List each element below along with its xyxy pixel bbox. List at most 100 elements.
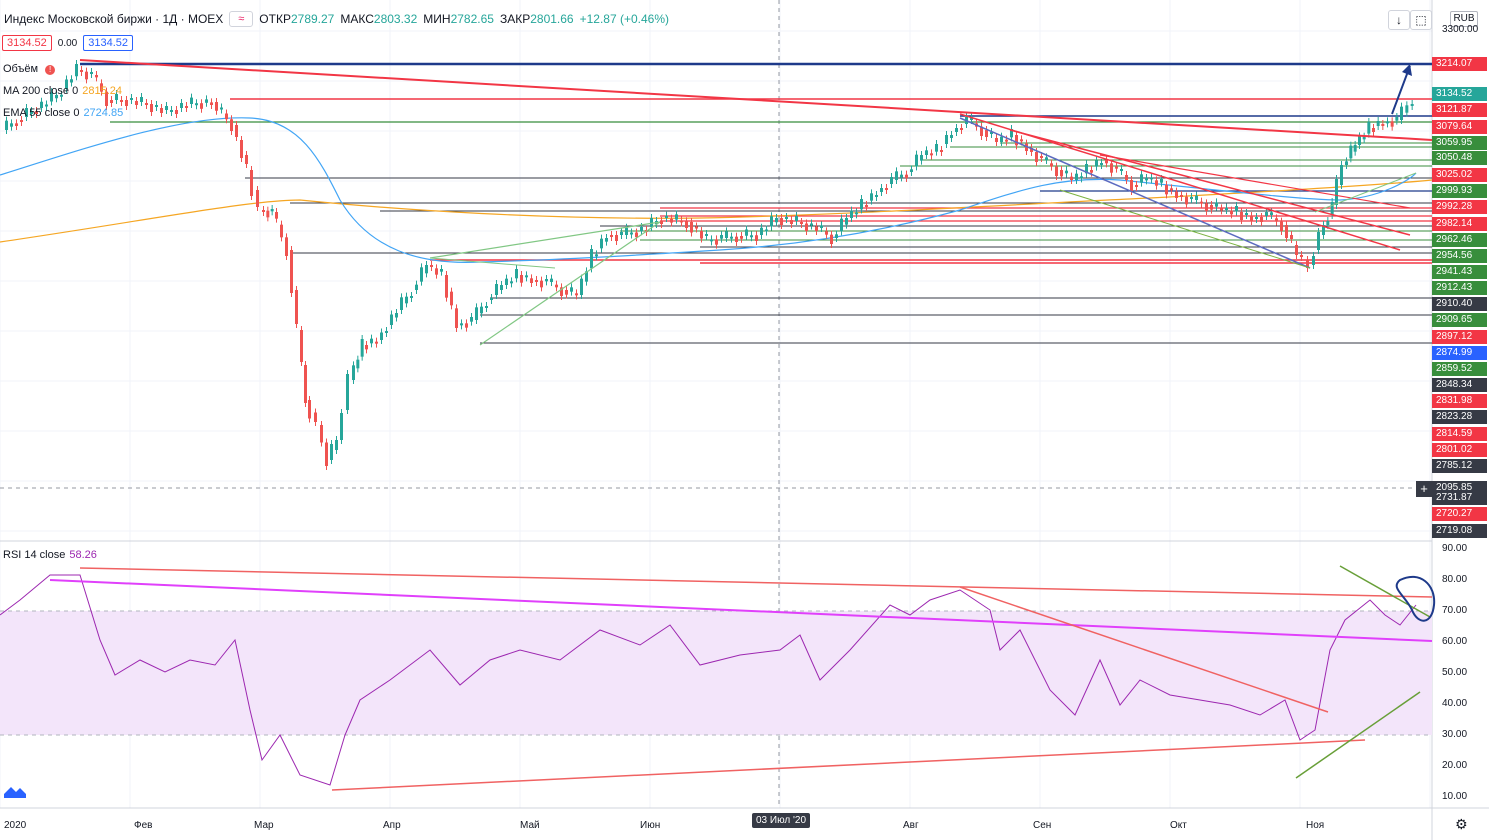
- candle-body[interactable]: [475, 307, 478, 320]
- candle-body[interactable]: [35, 111, 38, 114]
- candle-body[interactable]: [325, 442, 328, 467]
- trendline[interactable]: [429, 221, 661, 259]
- candle-body[interactable]: [205, 99, 208, 103]
- candle-body[interactable]: [615, 235, 618, 241]
- candle-body[interactable]: [1010, 129, 1013, 138]
- candle-body[interactable]: [1330, 202, 1334, 215]
- candle-body[interactable]: [515, 269, 518, 279]
- candle-body[interactable]: [920, 155, 923, 161]
- candle-body[interactable]: [1035, 152, 1038, 162]
- rsi-trendline[interactable]: [49, 579, 1433, 642]
- candle-body[interactable]: [430, 265, 433, 267]
- candle-body[interactable]: [705, 234, 708, 236]
- candle-body[interactable]: [995, 138, 998, 142]
- candle-body[interactable]: [1080, 176, 1083, 179]
- candle-body[interactable]: [570, 287, 573, 292]
- trendline[interactable]: [1099, 154, 1411, 209]
- candle-body[interactable]: [880, 188, 883, 192]
- candle-body[interactable]: [170, 110, 173, 112]
- candle-body[interactable]: [1340, 165, 1343, 185]
- candle-body[interactable]: [460, 323, 463, 326]
- candle-body[interactable]: [150, 104, 153, 112]
- candle-body[interactable]: [1050, 163, 1053, 167]
- candle-body[interactable]: [1395, 117, 1399, 121]
- candle-body[interactable]: [580, 278, 583, 295]
- candle-body[interactable]: [275, 212, 278, 219]
- candle-body[interactable]: [262, 210, 265, 212]
- candle-body[interactable]: [960, 128, 963, 130]
- candle-body[interactable]: [1275, 218, 1278, 222]
- candle-body[interactable]: [1381, 124, 1385, 126]
- volume-indicator[interactable]: Объём !: [3, 63, 59, 75]
- candle-body[interactable]: [1386, 121, 1389, 124]
- candle-body[interactable]: [1105, 160, 1108, 164]
- candle-body[interactable]: [520, 275, 523, 283]
- candle-body[interactable]: [256, 190, 259, 207]
- candle-body[interactable]: [1367, 122, 1371, 134]
- candle-body[interactable]: [785, 217, 788, 219]
- scroll-down-icon[interactable]: ↓: [1388, 10, 1410, 30]
- candle-body[interactable]: [925, 150, 928, 155]
- ema55-indicator[interactable]: EMA 55 close 0 2724.85: [3, 107, 127, 119]
- candle-body[interactable]: [95, 75, 98, 78]
- candle-body[interactable]: [545, 279, 548, 282]
- candle-body[interactable]: [65, 79, 68, 89]
- candle-body[interactable]: [1015, 135, 1018, 146]
- candle-body[interactable]: [1130, 180, 1133, 191]
- candle-body[interactable]: [805, 223, 808, 232]
- candle-body[interactable]: [1025, 143, 1028, 151]
- candle-body[interactable]: [1240, 212, 1243, 220]
- maximize-icon[interactable]: ⬚: [1410, 10, 1432, 30]
- candle-body[interactable]: [725, 231, 728, 238]
- candle-body[interactable]: [935, 144, 938, 152]
- candle-body[interactable]: [314, 412, 317, 423]
- candle-body[interactable]: [1255, 217, 1258, 219]
- candle-body[interactable]: [435, 268, 438, 275]
- candle-body[interactable]: [1345, 161, 1348, 165]
- candle-body[interactable]: [620, 232, 623, 235]
- candle-body[interactable]: [1376, 121, 1380, 126]
- candle-body[interactable]: [1326, 221, 1330, 225]
- candle-body[interactable]: [300, 330, 303, 362]
- rsi-trendline[interactable]: [79, 567, 1433, 598]
- add-level-icon[interactable]: +: [1416, 481, 1432, 497]
- candle-body[interactable]: [855, 212, 858, 215]
- candle-body[interactable]: [560, 287, 563, 296]
- candle-body[interactable]: [295, 290, 298, 324]
- candle-body[interactable]: [1110, 163, 1113, 173]
- candle-body[interactable]: [320, 425, 323, 443]
- candle-body[interactable]: [190, 97, 193, 104]
- candle-body[interactable]: [1145, 178, 1148, 181]
- candle-body[interactable]: [1390, 121, 1394, 127]
- candle-body[interactable]: [375, 341, 378, 344]
- candle-body[interactable]: [495, 284, 498, 295]
- candle-body[interactable]: [20, 120, 23, 122]
- candle-body[interactable]: [845, 218, 848, 225]
- candle-body[interactable]: [590, 249, 593, 269]
- candle-body[interactable]: [685, 221, 688, 228]
- candle-body[interactable]: [200, 103, 203, 109]
- candle-body[interactable]: [1405, 105, 1409, 113]
- candle-body[interactable]: [1090, 170, 1093, 173]
- candle-body[interactable]: [70, 79, 73, 83]
- candle-body[interactable]: [885, 188, 888, 190]
- candle-body[interactable]: [245, 155, 248, 164]
- candle-body[interactable]: [1410, 104, 1414, 106]
- candle-body[interactable]: [1060, 170, 1063, 177]
- candle-body[interactable]: [455, 308, 458, 328]
- candle-body[interactable]: [670, 218, 673, 223]
- candle-body[interactable]: [55, 95, 58, 99]
- candle-body[interactable]: [225, 113, 228, 120]
- candle-body[interactable]: [1000, 136, 1003, 142]
- candle-body[interactable]: [80, 70, 83, 72]
- candle-body[interactable]: [1180, 195, 1183, 197]
- trendline[interactable]: [429, 257, 556, 269]
- candle-body[interactable]: [365, 345, 368, 350]
- candle-body[interactable]: [50, 92, 53, 102]
- candle-body[interactable]: [760, 227, 763, 235]
- candle-body[interactable]: [1362, 136, 1366, 140]
- candle-body[interactable]: [815, 226, 818, 232]
- candle-body[interactable]: [1190, 197, 1193, 199]
- candle-body[interactable]: [280, 224, 283, 238]
